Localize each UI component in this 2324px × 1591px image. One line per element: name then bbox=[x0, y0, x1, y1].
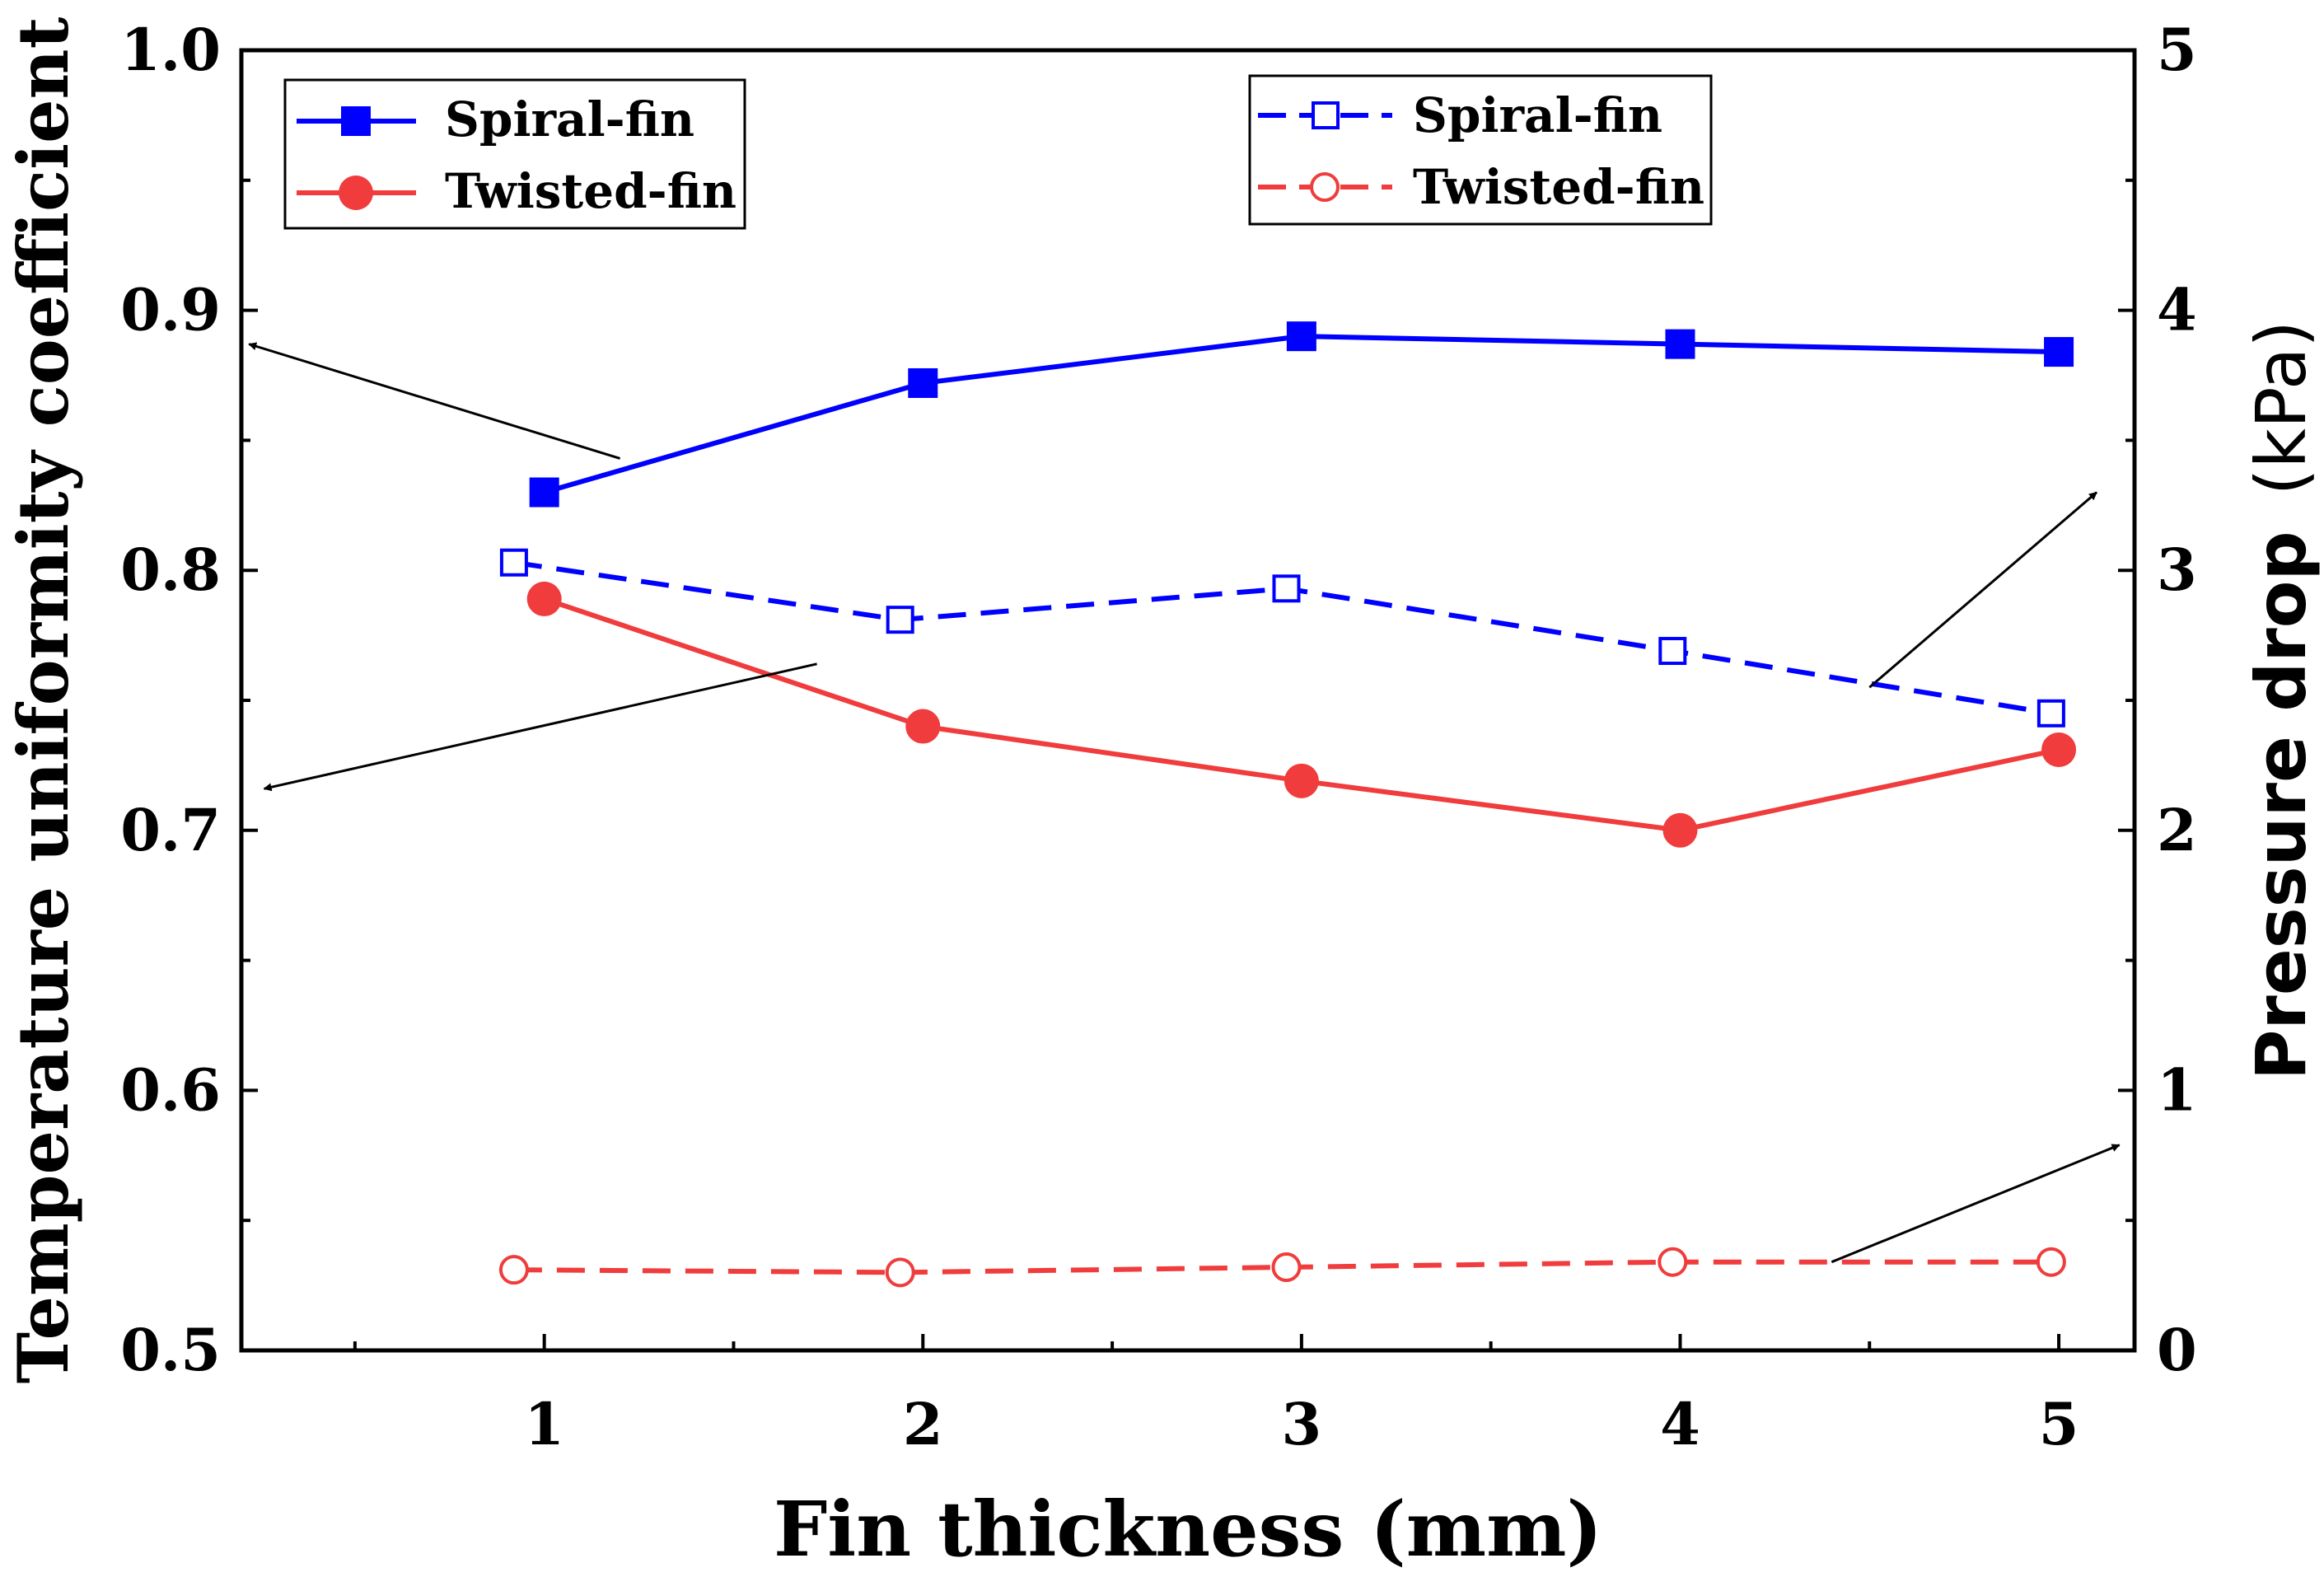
y-axis-right-label: Pressure drop (kPa) bbox=[2241, 321, 2322, 1080]
legend-left-twisted-label: Twisted-fin bbox=[445, 163, 736, 219]
axis-ticks bbox=[241, 49, 2135, 1352]
x-tick-label: 5 bbox=[2039, 1390, 2079, 1458]
legend-left-spiral-marker bbox=[341, 106, 371, 136]
legend-left-spiral-label: Spiral-fin bbox=[445, 91, 694, 147]
x-tick-label: 4 bbox=[1660, 1390, 1700, 1458]
legend-left-twisted-marker bbox=[339, 175, 373, 210]
y-left-tick-label: 0.7 bbox=[120, 796, 221, 864]
x-tick-label: 1 bbox=[524, 1390, 564, 1458]
left-twisted-fin-point bbox=[905, 709, 941, 744]
arrow-spiral-to-left-axis bbox=[248, 342, 621, 460]
y-axis-right-label-main: Pressure drop bbox=[2241, 531, 2322, 1080]
arrow-twisted-to-left-axis bbox=[263, 662, 817, 792]
right-twisted-fin-point bbox=[885, 1257, 915, 1288]
y-right-tick-label: 1 bbox=[2157, 1055, 2197, 1124]
y-left-tick-label: 0.8 bbox=[120, 536, 221, 604]
y-left-tick-label: 1.0 bbox=[120, 16, 221, 84]
right-twisted-fin-point bbox=[1271, 1252, 1302, 1283]
series-layer bbox=[498, 321, 2077, 1288]
y-left-tick-label: 0.9 bbox=[120, 276, 221, 344]
x-tick-label: 3 bbox=[1282, 1390, 1322, 1458]
right-spiral-fin-point bbox=[2036, 699, 2065, 728]
left-spiral-fin-point bbox=[529, 477, 559, 508]
plot-area bbox=[239, 48, 2137, 1353]
legend-right-twisted-marker bbox=[1310, 172, 1340, 202]
right-twisted-fin-point bbox=[1658, 1247, 1688, 1277]
y-right-tick-label: 2 bbox=[2157, 796, 2197, 864]
axis-arrows bbox=[248, 342, 2121, 1264]
left-spiral-fin-point bbox=[1665, 329, 1695, 359]
y-axis-left-label: Temperature uniformity coefficient bbox=[2, 16, 84, 1383]
y-right-tick-label: 0 bbox=[2157, 1316, 2197, 1384]
axis-tick-labels: 1 2 3 4 5 0.5 0.6 0.7 0.8 0.9 1.0 0 1 2 3 4 5 bbox=[120, 16, 2197, 1458]
arrow-spiral-to-right-axis bbox=[1868, 491, 2098, 689]
legend-right-twisted-label: Twisted-fin bbox=[1413, 159, 1704, 215]
legend-left: Spiral-fin Twisted-fin bbox=[283, 78, 746, 230]
left-spiral-fin-point bbox=[1286, 321, 1316, 352]
right-twisted-fin-point bbox=[2036, 1247, 2066, 1277]
left-spiral-fin-line bbox=[543, 334, 2060, 495]
left-twisted-fin-point bbox=[1284, 763, 1319, 798]
x-tick-label: 2 bbox=[903, 1390, 943, 1458]
left-spiral-fin-point bbox=[2044, 337, 2074, 367]
y-left-tick-label: 0.6 bbox=[120, 1055, 221, 1124]
left-twisted-fin-point bbox=[526, 581, 562, 616]
y-right-tick-label: 3 bbox=[2157, 536, 2197, 604]
legend-right-spiral-label: Spiral-fin bbox=[1413, 87, 1662, 143]
right-spiral-fin-point bbox=[886, 606, 914, 634]
left-twisted-fin-point bbox=[1662, 812, 1698, 848]
right-spiral-fin-point bbox=[1658, 637, 1687, 666]
legend-right-spiral-marker bbox=[1312, 101, 1340, 129]
y-left-tick-label: 0.5 bbox=[120, 1316, 221, 1384]
left-twisted-fin-point bbox=[2041, 732, 2077, 767]
arrow-twisted-to-right-axis bbox=[1831, 1144, 2121, 1264]
legend-right: Spiral-fin Twisted-fin bbox=[1248, 74, 1713, 226]
left-spiral-fin-point bbox=[908, 367, 938, 398]
right-spiral-fin-point bbox=[499, 548, 528, 577]
y-right-tick-label: 5 bbox=[2157, 16, 2197, 84]
right-twisted-fin-point bbox=[498, 1255, 529, 1285]
right-spiral-fin-point bbox=[1272, 574, 1301, 603]
y-axis-right-label-unit: (kPa) bbox=[2241, 321, 2322, 496]
y-right-tick-label: 4 bbox=[2157, 276, 2197, 344]
x-axis-label: Fin thickness (mm) bbox=[774, 1485, 1602, 1574]
